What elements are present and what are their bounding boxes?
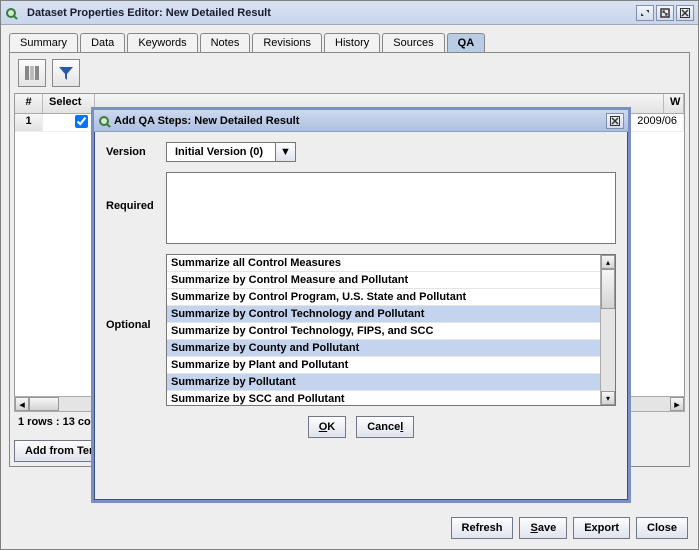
- content-area: SummaryDataKeywordsNotesRevisionsHistory…: [1, 25, 698, 549]
- tab-data[interactable]: Data: [80, 33, 125, 52]
- list-item[interactable]: Summarize by County and Pollutant: [167, 340, 600, 357]
- filter-icon[interactable]: [52, 59, 80, 87]
- col-last[interactable]: W: [664, 94, 684, 113]
- dialog-body: Version Initial Version (0) ▼ Required O…: [94, 132, 628, 448]
- version-label: Version: [106, 146, 166, 158]
- chevron-down-icon[interactable]: ▼: [276, 142, 296, 162]
- main-window: Dataset Properties Editor: New Detailed …: [0, 0, 699, 550]
- export-button[interactable]: Export: [573, 517, 630, 539]
- list-item[interactable]: Summarize by Plant and Pollutant: [167, 357, 600, 374]
- tab-qa[interactable]: QA: [447, 33, 486, 52]
- dialog-close-icon[interactable]: [606, 113, 624, 129]
- list-item[interactable]: Summarize by Control Technology and Poll…: [167, 306, 600, 323]
- dialog-button-row: OK Cancel: [106, 416, 616, 438]
- dialog-app-icon: [98, 113, 114, 129]
- tab-history[interactable]: History: [324, 33, 380, 52]
- dialog-titlebar: Add QA Steps: New Detailed Result: [94, 110, 628, 132]
- maximize-icon[interactable]: [656, 5, 674, 21]
- list-item[interactable]: Summarize by Control Technology, FIPS, a…: [167, 323, 600, 340]
- row-date: 2009/06: [624, 114, 684, 128]
- panel-toolbar: [14, 57, 685, 93]
- scroll-thumb[interactable]: [601, 269, 615, 309]
- optional-listbox[interactable]: Summarize all Control MeasuresSummarize …: [167, 255, 600, 405]
- scroll-thumb[interactable]: [29, 397, 59, 411]
- list-item[interactable]: Summarize by Control Program, U.S. State…: [167, 289, 600, 306]
- add-qa-steps-dialog: Add QA Steps: New Detailed Result Versio…: [91, 107, 631, 503]
- tab-notes[interactable]: Notes: [200, 33, 251, 52]
- scroll-down-icon[interactable]: ▾: [601, 391, 615, 405]
- cancel-button[interactable]: Cancel: [356, 416, 414, 438]
- optional-scrollbar[interactable]: ▴ ▾: [600, 255, 615, 405]
- ok-button[interactable]: OK: [308, 416, 347, 438]
- columns-icon[interactable]: [18, 59, 46, 87]
- scroll-left-icon[interactable]: ◂: [15, 397, 29, 411]
- required-listbox[interactable]: [166, 172, 616, 244]
- tab-summary[interactable]: Summary: [9, 33, 78, 52]
- tab-revisions[interactable]: Revisions: [252, 33, 322, 52]
- refresh-button[interactable]: Refresh: [451, 517, 514, 539]
- col-select[interactable]: Select: [43, 94, 95, 113]
- version-combo[interactable]: Initial Version (0) ▼: [166, 142, 296, 162]
- version-value: Initial Version (0): [166, 142, 276, 162]
- list-item[interactable]: Summarize by Control Measure and Polluta…: [167, 272, 600, 289]
- dialog-title: Add QA Steps: New Detailed Result: [114, 115, 299, 127]
- footer-buttons: Refresh Save Export Close: [451, 517, 688, 539]
- close-button[interactable]: Close: [636, 517, 688, 539]
- list-item[interactable]: Summarize by Pollutant: [167, 374, 600, 391]
- row-select-cell[interactable]: [43, 114, 95, 131]
- app-icon: [5, 5, 21, 21]
- list-item[interactable]: Summarize all Control Measures: [167, 255, 600, 272]
- row-num: 1: [15, 114, 43, 131]
- col-num[interactable]: #: [15, 94, 43, 113]
- tabstrip: SummaryDataKeywordsNotesRevisionsHistory…: [9, 33, 690, 52]
- required-label: Required: [106, 172, 166, 212]
- row-count-status: 1 rows : 13 co: [14, 414, 95, 430]
- list-item[interactable]: Summarize by SCC and Pollutant: [167, 391, 600, 405]
- close-icon[interactable]: [676, 5, 694, 21]
- scroll-right-icon[interactable]: ▸: [670, 397, 684, 411]
- minimize-icon[interactable]: [636, 5, 654, 21]
- tab-sources[interactable]: Sources: [382, 33, 444, 52]
- save-button[interactable]: Save: [519, 517, 567, 539]
- scroll-up-icon[interactable]: ▴: [601, 255, 615, 269]
- optional-label: Optional: [106, 254, 166, 331]
- window-titlebar: Dataset Properties Editor: New Detailed …: [1, 1, 698, 25]
- row-checkbox[interactable]: [75, 115, 88, 128]
- window-title: Dataset Properties Editor: New Detailed …: [27, 7, 271, 19]
- tab-keywords[interactable]: Keywords: [127, 33, 197, 52]
